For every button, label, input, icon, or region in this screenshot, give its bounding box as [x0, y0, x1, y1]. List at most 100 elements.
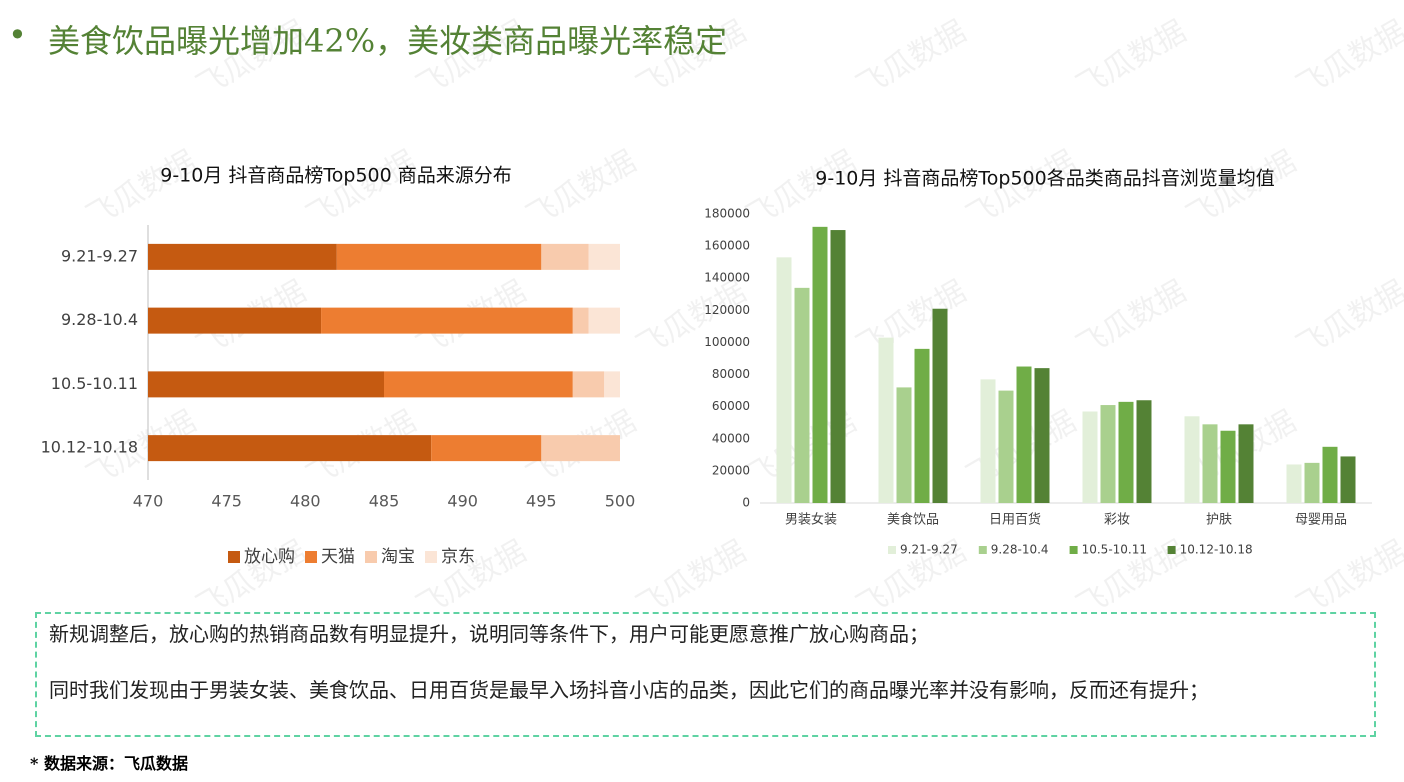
x-tick-label: 彩妆 — [1104, 513, 1130, 528]
legend-label: 天猫 — [321, 547, 355, 567]
watermark: 飞瓜数据 — [1291, 14, 1404, 104]
x-tick-label: 护肤 — [1206, 513, 1232, 528]
bar — [1118, 401, 1134, 503]
y-tick-label: 60000 — [712, 399, 750, 413]
bar — [776, 257, 792, 503]
x-tick-label: 475 — [211, 492, 242, 511]
y-tick-label: 120000 — [704, 303, 750, 317]
bar-segment — [572, 307, 589, 334]
x-tick-label: 日用百货 — [989, 512, 1041, 528]
watermark: 飞瓜数据 — [521, 144, 642, 234]
y-tick-label: 160000 — [704, 239, 750, 253]
bar-segment — [384, 371, 573, 398]
y-tick-label: 80000 — [712, 367, 750, 381]
x-tick-label: 500 — [605, 492, 636, 511]
x-tick-label: 490 — [447, 492, 478, 511]
bar — [980, 379, 996, 503]
bar-segment — [541, 435, 620, 462]
legend-label: 淘宝 — [381, 547, 415, 567]
legend-label: 9.28-10.4 — [991, 543, 1049, 557]
bar — [1082, 411, 1098, 503]
legend-swatch — [305, 551, 317, 563]
bar — [896, 387, 912, 503]
chart-title: 9-10月 抖音商品榜Top500 商品来源分布 — [160, 165, 512, 187]
watermark: 飞瓜数据 — [631, 534, 752, 624]
y-tick-label: 9.21-9.27 — [61, 246, 138, 265]
y-tick-label: 10.12-10.18 — [41, 438, 138, 457]
legend-swatch — [228, 551, 240, 563]
y-tick-label: 20000 — [712, 463, 750, 477]
watermark: 飞瓜数据 — [81, 144, 202, 234]
legend-swatch — [365, 551, 377, 563]
y-tick-label: 0 — [742, 496, 750, 510]
bar-segment — [604, 371, 620, 398]
bar — [812, 226, 828, 503]
watermark: 飞瓜数据 — [851, 274, 972, 364]
bar — [1286, 464, 1302, 503]
bar-segment — [541, 243, 589, 270]
y-tick-label: 100000 — [704, 335, 750, 349]
legend-swatch — [1069, 546, 1078, 554]
slide-title: 美食饮品曝光增加42%，美妆类商品曝光率稳定 — [48, 22, 728, 60]
note: 同时我们发现由于男装女装、美食饮品、日用百货是最早入场抖音小店的品类，因此它们的… — [49, 678, 1209, 702]
y-tick-label: 140000 — [704, 271, 750, 285]
y-tick-label: 9.28-10.4 — [61, 310, 138, 329]
bar — [1202, 424, 1218, 503]
watermark: 飞瓜数据 — [301, 144, 422, 234]
bar-segment — [148, 371, 384, 398]
watermark: 飞瓜数据 — [631, 274, 752, 364]
x-tick-label: 480 — [290, 492, 321, 511]
legend-swatch — [888, 546, 896, 554]
bar — [1034, 368, 1050, 503]
bar — [914, 348, 930, 503]
bar — [1322, 446, 1338, 503]
legend-label: 10.5-10.11 — [1082, 543, 1147, 557]
bar — [998, 390, 1014, 503]
y-tick-label: 180000 — [704, 207, 750, 221]
bar-segment — [148, 435, 432, 462]
bar — [794, 287, 810, 503]
bar-segment — [431, 435, 542, 462]
x-tick-label: 495 — [526, 492, 557, 511]
legend-label: 京东 — [441, 547, 475, 567]
x-tick-label: 美食饮品 — [887, 512, 939, 528]
bar — [1238, 424, 1254, 503]
bar-segment — [148, 307, 322, 334]
note: 新规调整后，放心购的热销商品数有明显提升，说明同等条件下，用户可能更愿意推广放心… — [49, 622, 929, 646]
legend-swatch — [978, 546, 987, 554]
bar — [1184, 416, 1200, 503]
bar-segment — [148, 243, 337, 270]
bar — [1220, 430, 1236, 503]
bar — [1136, 400, 1152, 503]
bar-segment — [336, 243, 542, 270]
bar — [878, 337, 894, 503]
bar — [1340, 456, 1356, 503]
bar-segment — [321, 307, 573, 334]
y-tick-label: 10.5-10.11 — [51, 374, 138, 393]
source: * 数据来源：飞瓜数据 — [30, 754, 188, 773]
bar-segment — [588, 243, 620, 270]
watermark: 飞瓜数据 — [1071, 274, 1192, 364]
watermark: 飞瓜数据 — [1071, 14, 1192, 104]
y-tick-label: 40000 — [712, 431, 750, 445]
watermark: 飞瓜数据 — [851, 14, 972, 104]
legend-swatch — [425, 551, 437, 563]
bullet: • — [8, 16, 27, 54]
legend-label: 10.12-10.18 — [1180, 543, 1253, 557]
watermark: 飞瓜数据 — [1291, 534, 1404, 624]
bar-segment — [588, 307, 620, 334]
chart-title: 9-10月 抖音商品榜Top500各品类商品抖音浏览量均值 — [815, 168, 1275, 190]
x-tick-label: 母婴用品 — [1295, 513, 1347, 528]
x-tick-label: 470 — [133, 492, 164, 511]
bar — [1304, 462, 1320, 503]
legend-label: 9.21-9.27 — [900, 543, 958, 557]
bar — [830, 230, 846, 504]
bar-segment — [572, 371, 605, 398]
legend-label: 放心购 — [244, 547, 295, 567]
bar — [1016, 366, 1032, 503]
x-tick-label: 485 — [369, 492, 400, 511]
watermark: 飞瓜数据 — [1291, 274, 1404, 364]
bar — [932, 308, 948, 503]
